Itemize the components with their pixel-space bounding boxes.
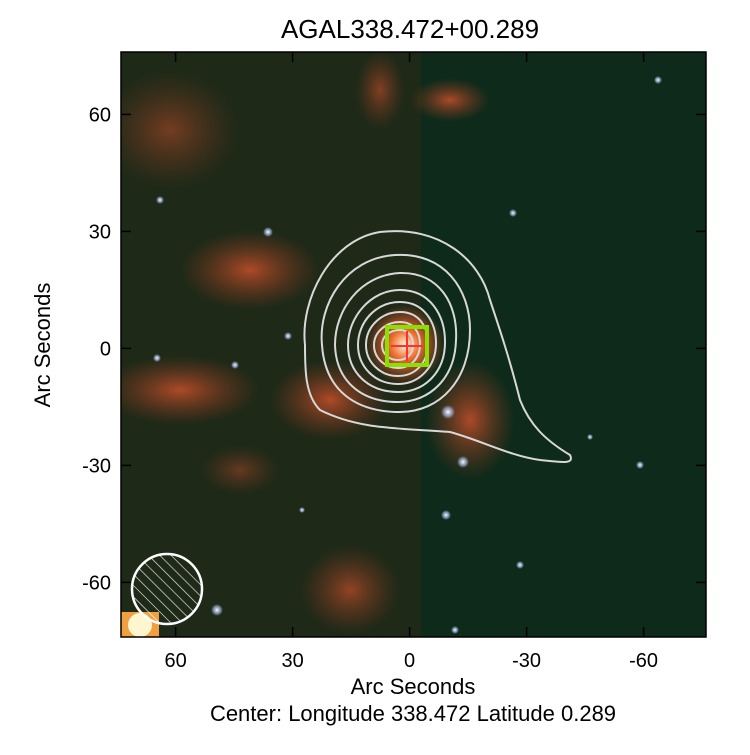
y-tick-label: -60 — [82, 572, 111, 594]
x-tick-label: -30 — [512, 650, 541, 672]
y-tick-label: -30 — [82, 455, 111, 477]
beam — [130, 552, 204, 626]
y-tick-label: 0 — [100, 338, 111, 360]
y-axis-label: Arc Seconds — [30, 283, 55, 408]
chart-title: AGAL338.472+00.289 — [281, 14, 539, 44]
plot-frame — [120, 51, 707, 638]
x-axis-label: Arc Seconds — [351, 674, 476, 699]
y-tick-label: 60 — [89, 104, 111, 126]
x-tick-label: -60 — [629, 650, 658, 672]
peak-marker — [385, 325, 429, 367]
sky-image — [121, 52, 706, 637]
x-tick-label: 0 — [404, 650, 415, 672]
y-tick-label: 30 — [89, 221, 111, 243]
caption: Center: Longitude 338.472 Latitude 0.289 — [210, 701, 616, 726]
x-tick-label: 30 — [281, 650, 303, 672]
x-tick-label: 60 — [164, 650, 186, 672]
